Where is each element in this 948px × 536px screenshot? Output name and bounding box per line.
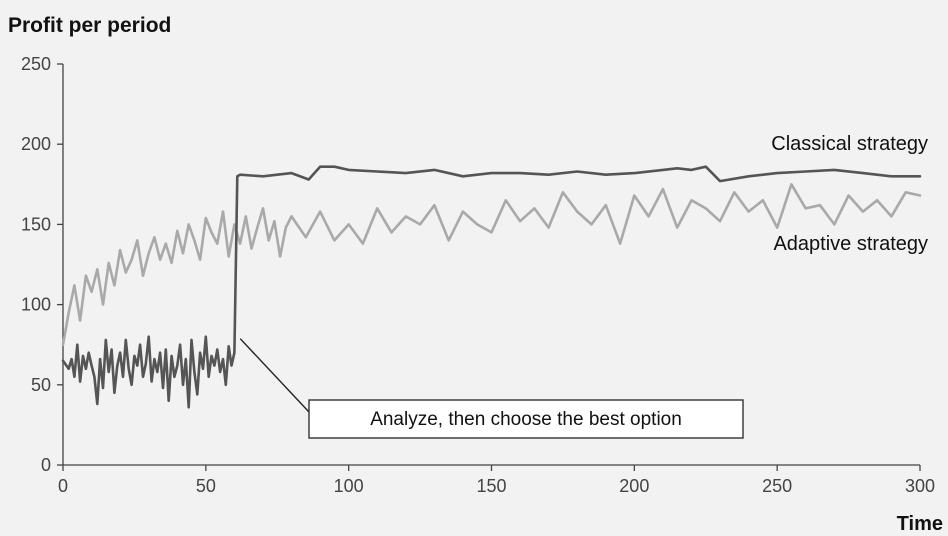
x-tick-label: 150 (476, 476, 506, 496)
x-tick-label: 100 (334, 476, 364, 496)
series-lines (61, 165, 922, 409)
axes: 0 50 100 150 200 250 0 50 100 150 200 250 300 (21, 54, 935, 496)
y-tick-label: 150 (21, 214, 51, 234)
y-tick-label: 250 (21, 54, 51, 74)
annotation-leader-line (239, 338, 310, 413)
adaptive-strategy-label: Adaptive strategy (773, 233, 928, 255)
annotation-box (308, 399, 744, 439)
x-tick-label: 0 (58, 476, 68, 496)
annotation-text: Analyze, then choose the best option (370, 409, 682, 430)
x-axis-label: Time (897, 513, 943, 535)
chart-title: Profit per period (8, 14, 171, 37)
y-tick-label: 100 (21, 295, 51, 315)
y-tick-label: 50 (31, 375, 51, 395)
y-tick-label: 0 (41, 455, 51, 475)
x-tick-label: 300 (905, 476, 935, 496)
annotation-group: Analyze, then choose the best option (239, 338, 744, 439)
y-tick-label: 200 (21, 134, 51, 154)
classical-strategy-line (61, 165, 922, 409)
adaptive-strategy-line (61, 183, 922, 347)
x-tick-label: 50 (196, 476, 216, 496)
x-tick-label: 200 (619, 476, 649, 496)
classical-strategy-label: Classical strategy (771, 133, 928, 155)
x-tick-label: 250 (762, 476, 792, 496)
